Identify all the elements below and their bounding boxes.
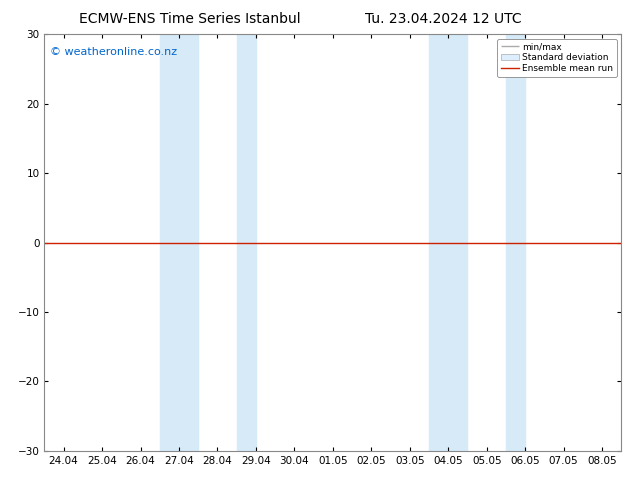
Text: ECMW-ENS Time Series Istanbul: ECMW-ENS Time Series Istanbul: [79, 12, 301, 26]
Bar: [160, 34, 198, 451]
Legend: min/max, Standard deviation, Ensemble mean run: min/max, Standard deviation, Ensemble me…: [497, 39, 617, 76]
Text: Tu. 23.04.2024 12 UTC: Tu. 23.04.2024 12 UTC: [365, 12, 522, 26]
Bar: [506, 34, 525, 451]
Bar: [236, 34, 256, 451]
Text: © weatheronline.co.nz: © weatheronline.co.nz: [50, 47, 178, 57]
Bar: [429, 34, 467, 451]
